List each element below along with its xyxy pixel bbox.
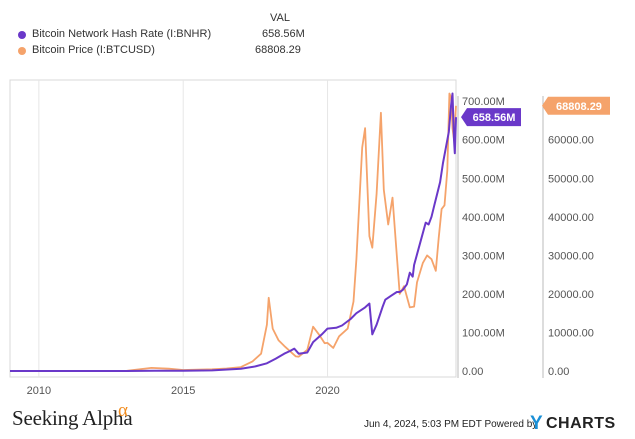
legend-name-price: Bitcoin Price (I:BTCUSD) bbox=[32, 44, 155, 56]
x-tick-label: 2015 bbox=[171, 385, 195, 397]
hashrate-line bbox=[10, 92, 457, 372]
ycharts-logo-icon: Y bbox=[530, 413, 543, 434]
alpha-logo-icon: α bbox=[118, 400, 128, 421]
y-left-tick-label: 700.00M bbox=[462, 96, 505, 108]
price-end-label-bg bbox=[542, 96, 610, 115]
footer: Seeking Alpha α Jun 4, 2024, 5:03 PM EDT… bbox=[0, 400, 635, 439]
chart-area: 2010 2015 2020 0.00 100.00M 200.00M 300.00M 400… bbox=[9, 79, 610, 397]
price-end-label: 68808.29 bbox=[556, 101, 602, 113]
y-left-tick-label: 400.00M bbox=[462, 212, 505, 224]
y-left-tick-label: 0.00 bbox=[462, 366, 483, 378]
y-right-tick-label: 10000.00 bbox=[548, 327, 594, 339]
legend-item-price: Bitcoin Price (I:BTCUSD) 68808.29 bbox=[18, 44, 318, 60]
plot-frame bbox=[9, 79, 457, 378]
y-right-tick-label: 50000.00 bbox=[548, 173, 594, 185]
timestamp-powered: Jun 4, 2024, 5:03 PM EDT Powered by bbox=[364, 419, 537, 430]
legend-value-hashrate: 658.56M bbox=[262, 28, 305, 40]
ycharts-logo: CHARTS bbox=[546, 415, 616, 432]
y-right-tick-label: 60000.00 bbox=[548, 135, 594, 147]
chart-legend: VAL Bitcoin Network Hash Rate (I:BNHR) 6… bbox=[0, 0, 635, 70]
y-right-tick-label: 30000.00 bbox=[548, 250, 594, 262]
legend-name-hashrate: Bitcoin Network Hash Rate (I:BNHR) bbox=[32, 28, 212, 40]
y-left-tick-label: 500.00M bbox=[462, 173, 505, 185]
y-left-tick-label: 100.00M bbox=[462, 327, 505, 339]
legend-value-price: 68808.29 bbox=[255, 44, 301, 56]
y-left-tick-label: 300.00M bbox=[462, 250, 505, 262]
legend-value-header: VAL bbox=[270, 12, 290, 24]
y-right-tick-label: 20000.00 bbox=[548, 289, 594, 301]
price-dot-icon bbox=[18, 47, 26, 55]
hashrate-dot-icon bbox=[18, 31, 26, 39]
legend-item-hashrate: Bitcoin Network Hash Rate (I:BNHR) 658.5… bbox=[18, 28, 318, 44]
x-tick-label: 2020 bbox=[315, 385, 339, 397]
y-right-tick-label: 40000.00 bbox=[548, 212, 594, 224]
price-line bbox=[10, 92, 457, 372]
hashrate-end-label: 658.56M bbox=[473, 112, 516, 124]
powered-by-label: Powered by bbox=[484, 419, 538, 430]
y-left-tick-label: 600.00M bbox=[462, 135, 505, 147]
timestamp: Jun 4, 2024, 5:03 PM EDT bbox=[364, 419, 482, 430]
hashrate-end-label-bg bbox=[461, 108, 521, 127]
seeking-alpha-logo: Seeking Alpha bbox=[12, 406, 133, 430]
y-right-tick-label: 0.00 bbox=[548, 366, 569, 378]
y-left-tick-label: 200.00M bbox=[462, 289, 505, 301]
x-tick-label: 2010 bbox=[27, 385, 51, 397]
